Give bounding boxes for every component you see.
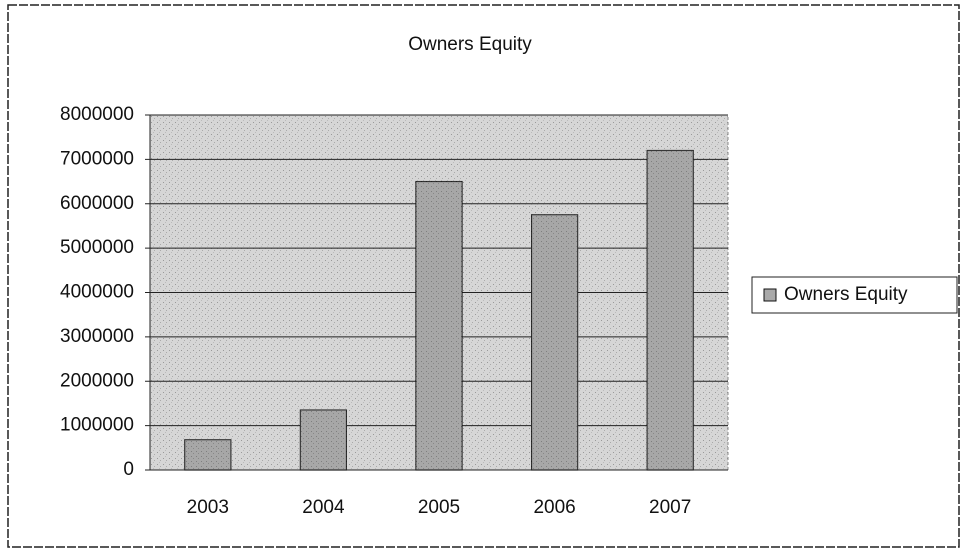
bar — [646, 149, 694, 471]
bar — [530, 214, 579, 471]
y-tick-label: 7000000 — [60, 148, 134, 169]
legend — [751, 276, 958, 314]
bar — [415, 180, 463, 471]
y-tick-label: 3000000 — [60, 326, 134, 347]
y-tick-label: 6000000 — [60, 193, 134, 214]
y-tick-label: 2000000 — [60, 370, 134, 391]
y-tick-label: 8000000 — [60, 104, 134, 125]
x-tick-label: 2007 — [649, 497, 691, 518]
bar — [184, 439, 232, 471]
y-tick-label: 1000000 — [60, 415, 134, 436]
x-tick-label: 2005 — [418, 497, 460, 518]
x-tick-label: 2004 — [302, 497, 345, 518]
y-tick-label: 5000000 — [60, 237, 134, 258]
chart-title: Owners Equity — [408, 34, 532, 55]
bar — [299, 409, 347, 471]
legend-swatch — [763, 288, 777, 302]
y-tick-label: 4000000 — [60, 282, 134, 303]
x-tick-label: 2003 — [187, 497, 229, 518]
y-tick-label: 0 — [123, 459, 134, 480]
x-tick-label: 2006 — [533, 497, 575, 518]
legend-label: Owners Equity — [784, 284, 908, 305]
